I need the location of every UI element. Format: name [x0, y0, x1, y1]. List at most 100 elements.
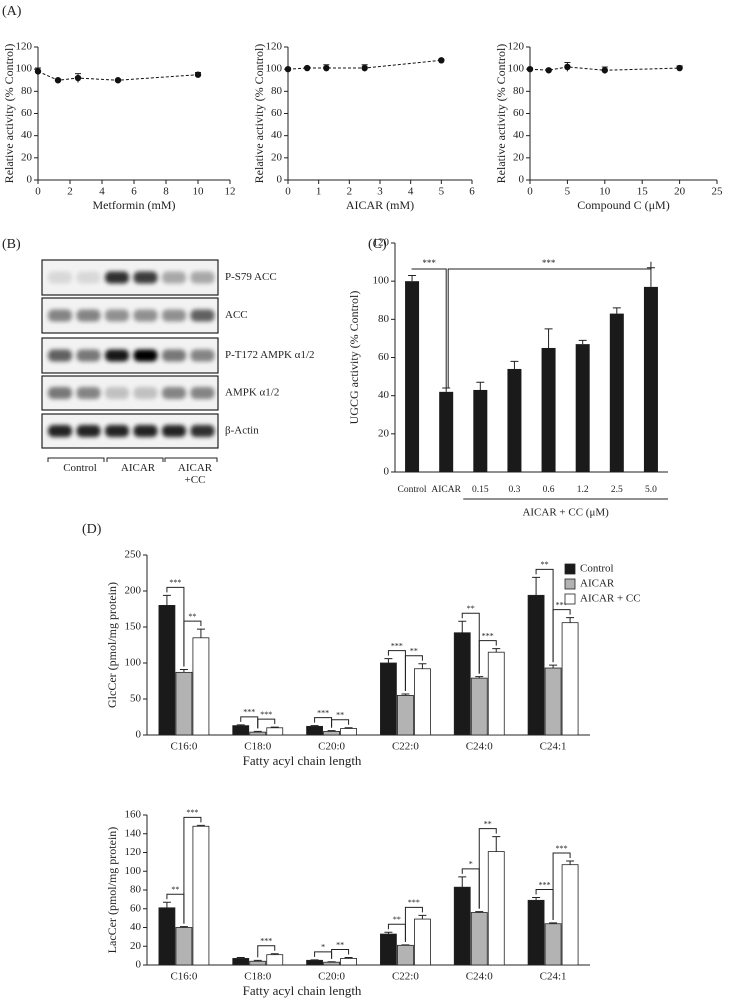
x-tick-label: 1 [316, 186, 322, 198]
bar [397, 944, 414, 966]
blot-band [190, 309, 215, 322]
y-tick-label: 20 [378, 427, 390, 439]
x-tick-label: 0 [527, 186, 533, 198]
sig-bracket [257, 945, 276, 958]
blot-band [105, 349, 129, 362]
error-bar [458, 620, 467, 633]
blot-label: P-S79 ACC [225, 271, 277, 283]
error-bar [458, 876, 467, 888]
bar [380, 933, 397, 966]
sig-label: ** [467, 604, 475, 613]
x-tick-label: 0.15 [472, 485, 489, 495]
data-point [676, 64, 683, 72]
y-tick-label: 40 [21, 129, 33, 141]
sig-bracket [257, 718, 276, 729]
blot-group-label: Control [63, 462, 97, 474]
y-tick-label: 100 [125, 657, 142, 669]
sig-label: *** [391, 642, 403, 651]
bar [544, 923, 562, 966]
sig-label: *** [260, 710, 272, 719]
y-tick-label: 0 [136, 729, 142, 741]
error-bar [532, 897, 541, 901]
bar [397, 695, 414, 736]
sig-bracket [314, 951, 333, 959]
blot-band [190, 349, 215, 362]
x-tick-label: 1.2 [577, 485, 589, 495]
y-axis-label: Relative activity (% Control) [252, 44, 266, 184]
sig-label: *** [260, 937, 272, 946]
x-tick-label: C24:0 [466, 971, 493, 983]
y-tick-label: 100 [266, 63, 283, 75]
sig-bracket [478, 640, 497, 674]
blot-band [105, 309, 129, 322]
blot-band [48, 387, 72, 399]
y-tick-label: 80 [21, 85, 33, 97]
error-bar [442, 387, 451, 392]
x-tick-label: 4 [99, 186, 105, 198]
x-tick-label: 3 [377, 186, 383, 198]
blot-band [76, 309, 101, 322]
x-axis-label: Compound C (μM) [577, 198, 669, 212]
bar [527, 899, 545, 966]
sig-label: ** [410, 647, 418, 656]
y-tick-label: 150 [125, 621, 142, 633]
bar [306, 959, 323, 966]
y-tick-label: 60 [513, 107, 525, 119]
error-bar [408, 274, 417, 282]
x-tick-label: C24:1 [540, 741, 567, 753]
bar [340, 958, 357, 966]
error-bar [476, 381, 485, 390]
x-tick-label: 12 [225, 186, 236, 198]
sig-bracket [411, 268, 447, 388]
blot-label: ACC [225, 309, 248, 321]
y-axis-label: UGCG activity (% Control) [347, 291, 361, 425]
y-tick-label: 80 [378, 313, 390, 325]
blot-band [76, 349, 101, 362]
y-tick-label: 40 [271, 129, 283, 141]
sig-label: ** [171, 885, 179, 894]
y-tick-label: 0 [136, 959, 142, 971]
sig-label: *** [243, 708, 255, 717]
x-tick-label: AICAR [431, 485, 461, 495]
y-tick-label: 60 [271, 107, 283, 119]
sig-bracket [478, 828, 497, 909]
error-bar [418, 914, 427, 920]
data-point [323, 64, 330, 72]
error-bar [492, 836, 501, 852]
bar [175, 671, 193, 736]
sig-label: *** [539, 880, 551, 889]
bar [541, 347, 556, 472]
x-tick-label: 0 [35, 186, 41, 198]
x-tick-label: 2 [67, 186, 73, 198]
x-tick-label: 0 [285, 186, 291, 198]
x-tick-label: C16:0 [170, 741, 197, 753]
bar [175, 927, 193, 966]
legend-label: AICAR [580, 578, 615, 590]
blot-band [76, 387, 101, 399]
x-tick-label: 0.3 [509, 485, 521, 495]
x-tick-label: 10 [193, 186, 205, 198]
x-tick-label: C22:0 [392, 971, 419, 983]
sig-bracket [447, 261, 652, 388]
bar [158, 605, 176, 736]
bar [561, 864, 579, 966]
blot-group-label: AICAR +CC [177, 462, 213, 486]
blot-bracket [106, 457, 164, 462]
blot-label: AMPK α1/2 [225, 387, 279, 399]
y-tick-label: 20 [513, 151, 525, 163]
bar [323, 731, 340, 736]
blot-box [41, 337, 219, 374]
blot-band [190, 271, 215, 284]
y-tick-label: 100 [16, 63, 33, 75]
sig-label: * [469, 860, 473, 869]
bar [561, 622, 579, 736]
sig-label: *** [317, 708, 329, 717]
bar [249, 960, 267, 966]
panel-label: (D) [82, 522, 102, 537]
error-bar [510, 360, 519, 369]
y-axis-label: Relative activity (% Control) [2, 44, 16, 184]
y-tick-label: 200 [125, 585, 142, 597]
blot-band [162, 349, 186, 362]
y-tick-label: 160 [125, 809, 142, 821]
